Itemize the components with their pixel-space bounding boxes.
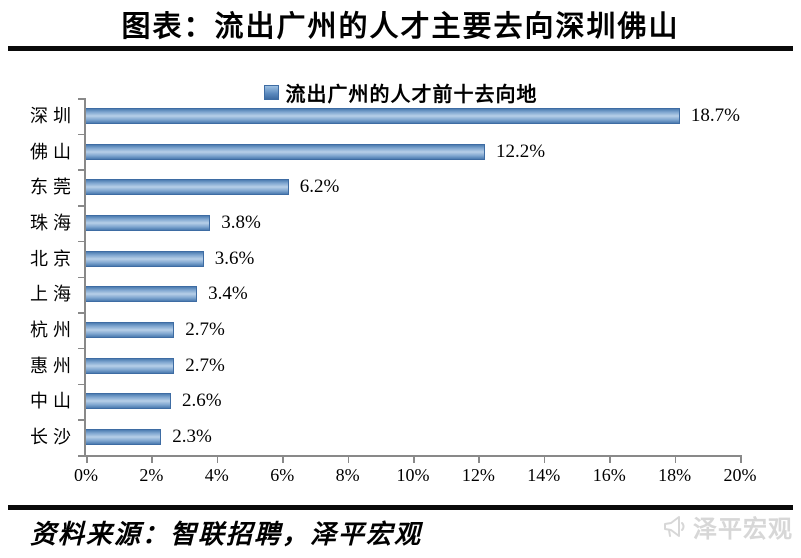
megaphone-icon <box>664 515 685 537</box>
bar <box>86 357 175 374</box>
x-axis-tick <box>151 455 153 463</box>
category-label: 杭州 <box>30 319 76 340</box>
x-axis-tick-label: 18% <box>658 465 692 485</box>
source-text: 资料来源：智联招聘，泽平宏观 <box>30 520 423 549</box>
x-axis-tick <box>609 455 611 463</box>
bar-row: 东莞 6.2% <box>30 169 740 205</box>
bar-row: 长沙 2.3% <box>30 419 740 455</box>
value-label: 12.2% <box>495 140 546 162</box>
x-axis-tick <box>86 455 88 463</box>
watermark-label: 泽平宏观 <box>693 517 793 543</box>
bar-row: 佛山 12.2% <box>30 134 740 170</box>
y-axis-tick <box>78 455 86 457</box>
value-label: 2.7% <box>185 354 225 376</box>
category-label: 中山 <box>30 391 76 412</box>
value-label: 3.8% <box>221 211 261 233</box>
bar <box>86 429 162 446</box>
y-axis-tick <box>78 240 86 243</box>
value-label: 6.2% <box>299 176 340 198</box>
x-axis-tick-label: 6% <box>270 465 295 485</box>
value-label: 2.3% <box>172 426 212 448</box>
y-axis-tick <box>78 98 86 100</box>
category-label: 珠海 <box>30 212 76 233</box>
x-axis-tick <box>674 455 677 463</box>
x-axis-tick-label: 0% <box>74 465 98 485</box>
x-axis-tick <box>543 455 546 463</box>
x-axis-tick-label: 20% <box>723 465 757 485</box>
x-axis-tick-label: 2% <box>139 465 164 485</box>
category-label: 东莞 <box>30 177 76 198</box>
category-label: 佛山 <box>30 141 76 162</box>
bar-row: 惠州 2.7% <box>30 348 740 384</box>
legend-label: 流出广州的人才前十去向地 <box>285 84 538 106</box>
chart-legend: 流出广州的人才前十去向地 <box>0 78 801 107</box>
value-label: 3.6% <box>214 247 255 269</box>
y-axis-tick <box>78 133 86 136</box>
bar <box>86 250 204 267</box>
x-axis-tick-label: 14% <box>527 465 561 485</box>
x-axis-tick-label: 16% <box>592 465 626 485</box>
bar <box>86 179 289 196</box>
bar-row: 珠海 3.8% <box>30 205 740 241</box>
legend-swatch-icon <box>263 85 279 100</box>
bar <box>86 286 198 303</box>
bar-row: 杭州 2.7% <box>30 312 740 348</box>
bar <box>86 107 680 124</box>
y-axis-tick <box>78 419 86 421</box>
x-axis-tick <box>740 455 742 463</box>
x-axis-tick <box>216 455 219 463</box>
bar <box>86 143 485 160</box>
y-axis-tick <box>78 276 86 278</box>
x-axis-tick-label: 8% <box>335 465 360 485</box>
x-axis-tick <box>347 455 350 463</box>
y-axis-tick <box>78 169 86 171</box>
bar <box>86 321 175 338</box>
bar-row: 深圳 18.7% <box>30 98 740 134</box>
y-axis-tick <box>78 347 86 350</box>
x-axis-tick <box>478 455 480 463</box>
plot-area: 深圳 18.7% 佛山 12.2% 东莞 6.2% 珠海 3.8% 北京 3.6% 上海 3.4% 杭州… <box>30 98 757 485</box>
value-label: 2.6% <box>182 390 222 412</box>
value-label: 2.7% <box>185 318 225 340</box>
x-axis-tick-label: 12% <box>461 465 495 485</box>
bar <box>86 214 211 231</box>
bar-row: 北京 3.6% <box>30 241 740 277</box>
y-axis-tick <box>78 312 86 314</box>
category-label: 惠州 <box>30 355 76 376</box>
x-axis-tick <box>282 455 284 463</box>
bar-row: 中山 2.6% <box>30 384 740 420</box>
category-label: 北京 <box>30 248 76 269</box>
x-axis-tick <box>413 455 415 463</box>
bar-row: 上海 3.4% <box>30 276 740 312</box>
footer-divider <box>8 505 793 510</box>
x-axis-tick-label: 4% <box>204 465 229 485</box>
y-axis-tick <box>78 205 86 207</box>
value-label: 3.4% <box>208 283 248 305</box>
x-axis-tick-label: 10% <box>396 465 430 485</box>
page-title: 图表：流出广州的人才主要去向深圳佛山 <box>121 11 680 43</box>
watermark: 泽平宏观 <box>661 509 793 544</box>
y-axis-tick <box>78 383 86 386</box>
bar <box>86 393 172 410</box>
title-divider <box>8 46 793 51</box>
value-label: 18.7% <box>690 104 740 126</box>
category-label: 上海 <box>30 284 76 305</box>
category-label: 长沙 <box>30 427 76 448</box>
category-label: 深圳 <box>30 105 76 126</box>
